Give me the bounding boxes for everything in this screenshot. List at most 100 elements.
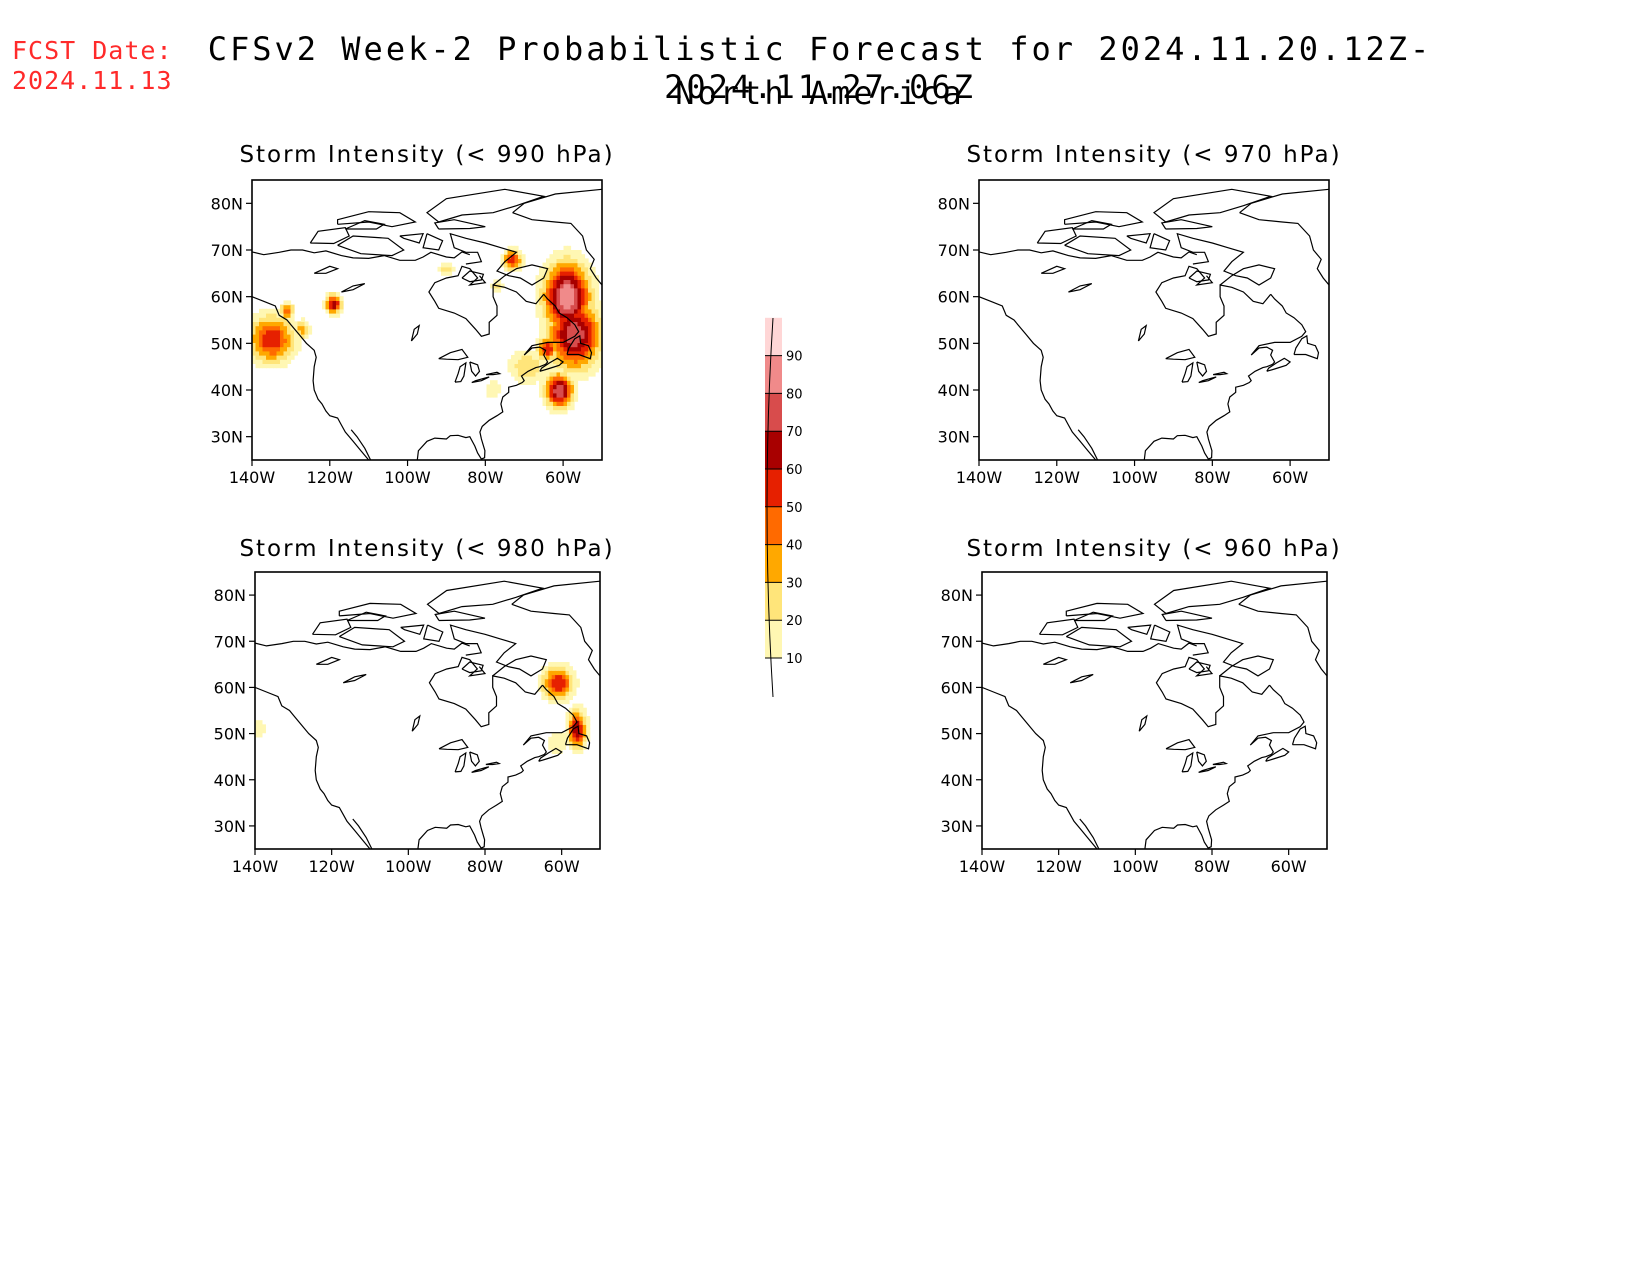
probability-cell bbox=[574, 275, 579, 280]
probability-cell bbox=[556, 371, 561, 377]
probability-cell bbox=[276, 338, 281, 343]
probability-cell bbox=[584, 338, 589, 343]
probability-cell bbox=[570, 397, 575, 402]
probability-cell bbox=[560, 262, 565, 268]
probability-cell bbox=[591, 296, 596, 301]
coastline-banks bbox=[309, 226, 350, 245]
probability-cell bbox=[558, 686, 563, 692]
probability-cell bbox=[266, 313, 271, 318]
probability-cell bbox=[542, 275, 547, 280]
probability-cell bbox=[556, 317, 561, 322]
probability-cell bbox=[567, 245, 572, 251]
probability-cell bbox=[555, 695, 560, 701]
probability-cell bbox=[574, 317, 579, 322]
probability-cell bbox=[560, 371, 565, 377]
probability-cell bbox=[546, 376, 551, 381]
probability-cell bbox=[322, 300, 327, 306]
probability-cell bbox=[574, 300, 579, 306]
probability-cell bbox=[507, 245, 512, 251]
probability-cell bbox=[577, 367, 582, 373]
probability-cell bbox=[521, 367, 526, 373]
probability-cell bbox=[301, 325, 306, 331]
probability-cell bbox=[441, 262, 446, 268]
map-frame bbox=[251, 179, 603, 461]
probability-cell bbox=[563, 258, 568, 264]
probability-cell bbox=[553, 279, 558, 285]
probability-cell bbox=[563, 308, 568, 314]
coastline-novascotia bbox=[1266, 357, 1292, 372]
probability-cell bbox=[577, 329, 582, 335]
probability-cell bbox=[560, 296, 565, 301]
lon-tick-label: 140W bbox=[229, 468, 276, 487]
probability-cell bbox=[273, 313, 278, 318]
probability-cell bbox=[560, 346, 565, 352]
coastline-lakeErie bbox=[1198, 766, 1217, 773]
probability-cell bbox=[537, 678, 542, 684]
probability-cell bbox=[574, 334, 579, 339]
probability-cell bbox=[570, 401, 575, 406]
probability-cell bbox=[290, 329, 295, 335]
probability-cell bbox=[301, 334, 306, 339]
probability-cell bbox=[598, 338, 602, 343]
probability-cell bbox=[546, 397, 551, 402]
probability-cell bbox=[558, 674, 563, 680]
probability-cell bbox=[493, 279, 498, 285]
probability-cell bbox=[546, 271, 551, 276]
probability-cell bbox=[539, 275, 544, 280]
coastline-hudson bbox=[428, 265, 545, 337]
probability-cell bbox=[521, 355, 526, 360]
probability-cell bbox=[548, 736, 553, 742]
coastline-queenelizabeth bbox=[1063, 211, 1144, 228]
probability-cell bbox=[546, 283, 551, 289]
map-frame bbox=[254, 571, 601, 850]
probability-cell bbox=[280, 334, 285, 339]
colorbar-segment bbox=[765, 393, 782, 432]
probability-cell bbox=[595, 334, 600, 339]
probability-cell bbox=[276, 355, 281, 360]
probability-cell bbox=[280, 350, 285, 356]
probability-cell bbox=[558, 682, 563, 688]
probability-cell bbox=[273, 317, 278, 322]
probability-cell bbox=[588, 292, 593, 297]
probability-cell bbox=[563, 283, 568, 289]
probability-cell bbox=[595, 359, 600, 364]
probability-cell bbox=[535, 283, 540, 289]
probability-cell bbox=[283, 300, 288, 306]
probability-cell bbox=[565, 674, 570, 680]
probability-cell bbox=[544, 695, 549, 701]
probability-cell bbox=[444, 271, 449, 276]
probability-cell bbox=[567, 338, 572, 343]
probability-cell bbox=[546, 304, 551, 310]
coastline-lakeErie bbox=[1198, 376, 1217, 384]
probability-cell bbox=[574, 346, 579, 352]
probability-cell bbox=[546, 266, 551, 272]
probability-cell bbox=[570, 350, 575, 356]
probability-cell bbox=[577, 350, 582, 356]
probability-cell bbox=[598, 321, 602, 327]
coastline-westcoast bbox=[982, 686, 1098, 849]
lat-tick-label: 30N bbox=[941, 817, 973, 836]
probability-cell bbox=[259, 359, 264, 364]
probability-cell bbox=[556, 380, 561, 385]
probability-cell bbox=[567, 279, 572, 285]
probability-cell bbox=[294, 342, 299, 348]
probability-cell bbox=[535, 338, 540, 343]
colorbar-label: 80 bbox=[786, 387, 803, 402]
page-subtitle: North America bbox=[675, 74, 965, 112]
probability-cell bbox=[553, 376, 558, 381]
probability-cell bbox=[567, 334, 572, 339]
coastline-westcoast bbox=[252, 296, 370, 460]
probability-cell bbox=[549, 334, 554, 339]
probability-cell bbox=[546, 262, 551, 268]
probability-cell bbox=[537, 674, 542, 680]
probability-cell bbox=[255, 359, 260, 364]
probability-cell bbox=[581, 325, 586, 331]
probability-cell bbox=[581, 363, 586, 369]
coastline-greenlandN bbox=[1238, 580, 1327, 605]
probability-cell bbox=[448, 266, 453, 272]
probability-cell bbox=[290, 321, 295, 327]
probability-cell bbox=[591, 308, 596, 314]
probability-cell bbox=[591, 363, 596, 369]
probability-cell bbox=[548, 666, 553, 671]
probability-cell bbox=[565, 711, 570, 717]
